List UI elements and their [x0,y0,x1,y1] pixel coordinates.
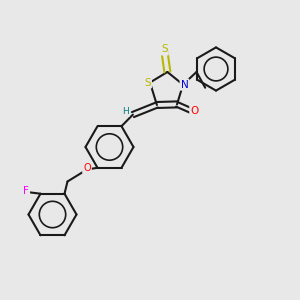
Text: F: F [23,186,29,196]
Text: O: O [83,163,91,173]
Text: H: H [122,107,129,116]
Text: N: N [181,80,188,90]
Text: O: O [190,106,199,116]
Text: S: S [144,77,151,88]
Text: S: S [161,44,168,55]
